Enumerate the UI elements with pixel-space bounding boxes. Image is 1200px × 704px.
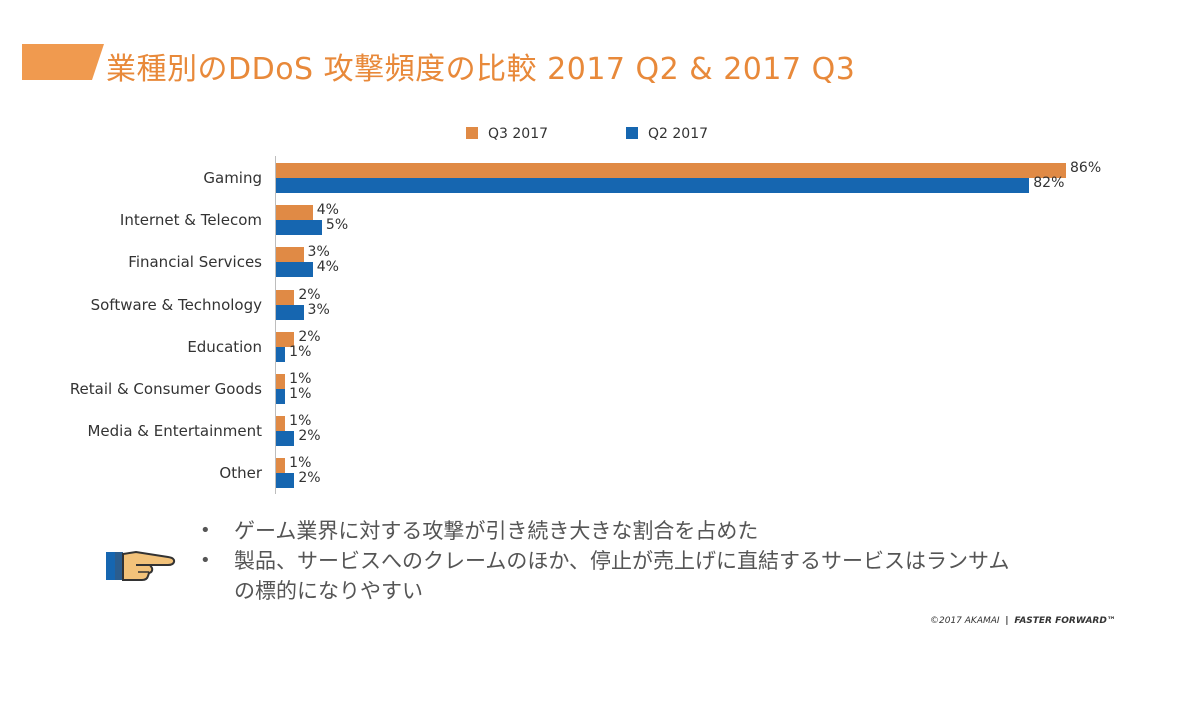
data-label: 2%	[298, 286, 321, 303]
category-label: Software & Technology	[90, 295, 262, 314]
bar-q2	[276, 431, 295, 447]
category-axis-line	[275, 156, 276, 494]
bar-q3	[276, 416, 286, 432]
data-label: 1%	[289, 455, 312, 472]
bar-q3	[276, 374, 286, 389]
category-label: Internet & Telecom	[119, 211, 262, 230]
data-label: 4%	[316, 202, 339, 219]
data-label: 86%	[1070, 160, 1102, 176]
data-label: 3%	[307, 244, 330, 261]
footer-tagline: FASTER FORWARD™	[1014, 616, 1116, 626]
bullet-mark: •	[200, 550, 211, 571]
data-label: 82%	[1033, 175, 1065, 191]
data-label: 3%	[307, 301, 330, 318]
legend-item-q3: Q3 2017	[466, 126, 548, 142]
category-label: Gaming	[203, 169, 262, 187]
bullet-item: • 製品、サービスへのクレームのほか、停止が売上げに直結するサービスはランサム	[200, 546, 1120, 576]
category-label: Media & Entertainment	[87, 422, 262, 441]
data-label: 1%	[289, 386, 312, 402]
bar-q2	[276, 389, 286, 404]
legend-label-q3: Q3 2017	[488, 126, 549, 142]
bullet-text: 製品、サービスへのクレームのほか、停止が売上げに直結するサービスはランサム	[234, 549, 1010, 573]
bar-q2	[276, 178, 1030, 193]
data-label: 2%	[298, 328, 321, 345]
category-label: Other	[219, 464, 262, 483]
bar-q3	[276, 331, 295, 347]
category-label: Education	[187, 337, 262, 356]
bullet-mark: •	[200, 520, 211, 541]
data-label: 2%	[298, 428, 321, 445]
legend-swatch-q2	[626, 127, 638, 139]
bar-q2	[276, 220, 322, 236]
page-title: 業種別のDDoS 攻撃頻度の比較 2017 Q2 & 2017 Q3	[106, 52, 856, 87]
bar-q3	[276, 289, 295, 305]
bar-q3	[276, 205, 313, 221]
data-label: 1%	[289, 343, 312, 360]
footer-separator: |	[1005, 616, 1009, 626]
pointing-hand-icon	[106, 548, 178, 584]
legend-label-q2: Q2 2017	[648, 126, 709, 142]
bar-q3	[276, 247, 304, 263]
legend-swatch-q3	[466, 127, 478, 139]
data-label: 1%	[289, 371, 312, 387]
bullet-text: ゲーム業界に対する攻撃が引き続き大きな割合を占めた	[234, 519, 759, 543]
data-label: 4%	[316, 259, 339, 276]
category-label: Financial Services	[128, 253, 262, 272]
footer-copyright: ©2017 AKAMAI	[930, 616, 1000, 626]
bar-q2	[276, 473, 295, 489]
data-label: 1%	[289, 413, 312, 430]
data-label: 2%	[298, 470, 321, 487]
category-label: Retail & Consumer Goods	[69, 380, 262, 398]
bullet-text: の標的になりやすい	[234, 579, 423, 603]
bar-q2	[276, 304, 304, 320]
bar-q2	[276, 262, 313, 278]
footer: ©2017 AKAMAI | FASTER FORWARD™	[930, 616, 1116, 626]
bullet-item-continuation: の標的になりやすい	[200, 576, 1120, 606]
bullet-list: • ゲーム業界に対する攻撃が引き続き大きな割合を占めた • 製品、サービスへのク…	[200, 516, 1120, 606]
bar-q3	[276, 458, 286, 474]
bullet-item: • ゲーム業界に対する攻撃が引き続き大きな割合を占めた	[200, 516, 1120, 546]
legend-item-q2: Q2 2017	[626, 126, 708, 142]
bar-q2	[276, 346, 286, 362]
title-accent-shape	[22, 44, 104, 80]
title-accent-bar	[22, 44, 104, 80]
data-label: 5%	[325, 217, 349, 234]
bar-q3	[276, 163, 1066, 178]
